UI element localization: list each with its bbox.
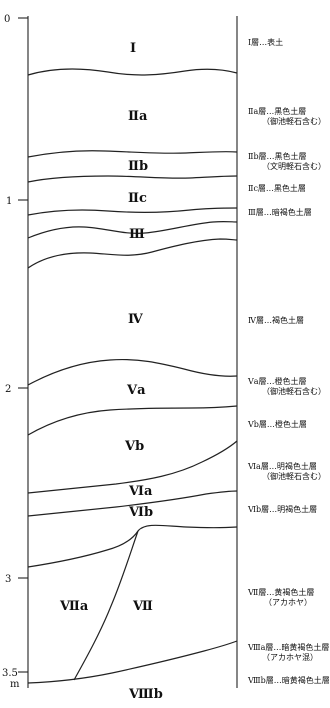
boundary-IIb-IIc — [27, 175, 238, 183]
legend-VIIIb: Ⅷb層…暗黄褐色土層 — [247, 675, 330, 685]
legend-IIb-line-1: Ⅱb層…黒色土層 — [248, 151, 307, 161]
depth-label-2: 2 — [5, 384, 11, 395]
depth-unit-label: m — [10, 679, 20, 690]
layer-label-IIb: Ⅱb — [128, 159, 148, 174]
layer-label-VIb: Ⅵb — [128, 505, 153, 520]
legend-IIb-line-2: （文明軽石含む） — [262, 161, 326, 171]
legend-IV: Ⅳ層…褐色土層 — [248, 315, 304, 325]
layer-label-I: I — [130, 41, 136, 56]
legend-VIIIa-line-2: （アカホヤ混） — [262, 653, 318, 662]
layer-label-VIa: Ⅵa — [128, 484, 153, 499]
legend-Vb: Ⅴb層…橙色土層 — [247, 419, 307, 429]
layer-label-IV: Ⅳ — [128, 312, 143, 327]
legend-VII-line-2: （アカホヤ） — [264, 598, 312, 607]
boundary-VIa-VIb — [27, 490, 238, 517]
layer-label-IIa: Ⅱa — [128, 109, 148, 124]
layer-label-Va: Ⅴa — [126, 383, 146, 398]
depth-label-0: 0 — [4, 14, 10, 25]
boundary-III-IV-b — [27, 238, 238, 269]
boundary-IIa-IIb — [27, 150, 238, 158]
layer-label-VIIIa: Ⅶa — [59, 599, 89, 614]
depth-label-3-5: 3.5 — [2, 668, 18, 679]
legend-IIa-line-2: （御池軽石含む） — [262, 116, 326, 126]
depth-label-3: 3 — [5, 574, 11, 585]
boundary-Vb-VIa — [27, 440, 238, 494]
layer-label-IIc: Ⅱc — [128, 191, 147, 206]
legend-VII-line-1: Ⅶ層…黄褐色土層 — [247, 587, 314, 597]
legend-Va-line-2: （御池軽石含む） — [262, 386, 326, 396]
boundary-Va-Vb — [27, 405, 238, 436]
legend-VIb: Ⅵb層…明褐色土層 — [247, 504, 317, 514]
legend-IIa-line-1: Ⅱa層…黒色土層 — [248, 106, 306, 116]
legend-Va-line-1: Ⅴa層…橙色土層 — [247, 376, 307, 386]
legend-VIa-line-1: Ⅵa層…明褐色土層 — [247, 461, 317, 471]
boundary-VII-VIIIb — [27, 640, 238, 684]
legend-VIa-line-2: （御池軽石含む） — [262, 471, 326, 481]
layer-label-VII: Ⅶ — [132, 599, 153, 614]
boundary-I-IIa — [27, 68, 238, 76]
layer-label-Vb: Ⅴb — [124, 439, 144, 454]
boundary-IV-Va — [27, 358, 238, 386]
layer-label-III: Ⅲ — [129, 227, 145, 242]
layer-label-VIIIb: Ⅷb — [128, 687, 163, 702]
boundary-III-IV-a — [27, 220, 238, 239]
legend-I: Ⅰ層…表土 — [248, 37, 283, 47]
boundary-IIc-III — [27, 207, 238, 216]
legend-III: Ⅲ層…暗褐色土層 — [248, 207, 312, 217]
legend-IIc: Ⅱc層…黒色土層 — [248, 183, 306, 193]
depth-label-1: 1 — [6, 196, 12, 207]
boundary-VIIIa-VII — [73, 530, 139, 681]
legend-VIIIa-line-1: Ⅷa層…暗黄褐色土層 — [247, 642, 329, 652]
